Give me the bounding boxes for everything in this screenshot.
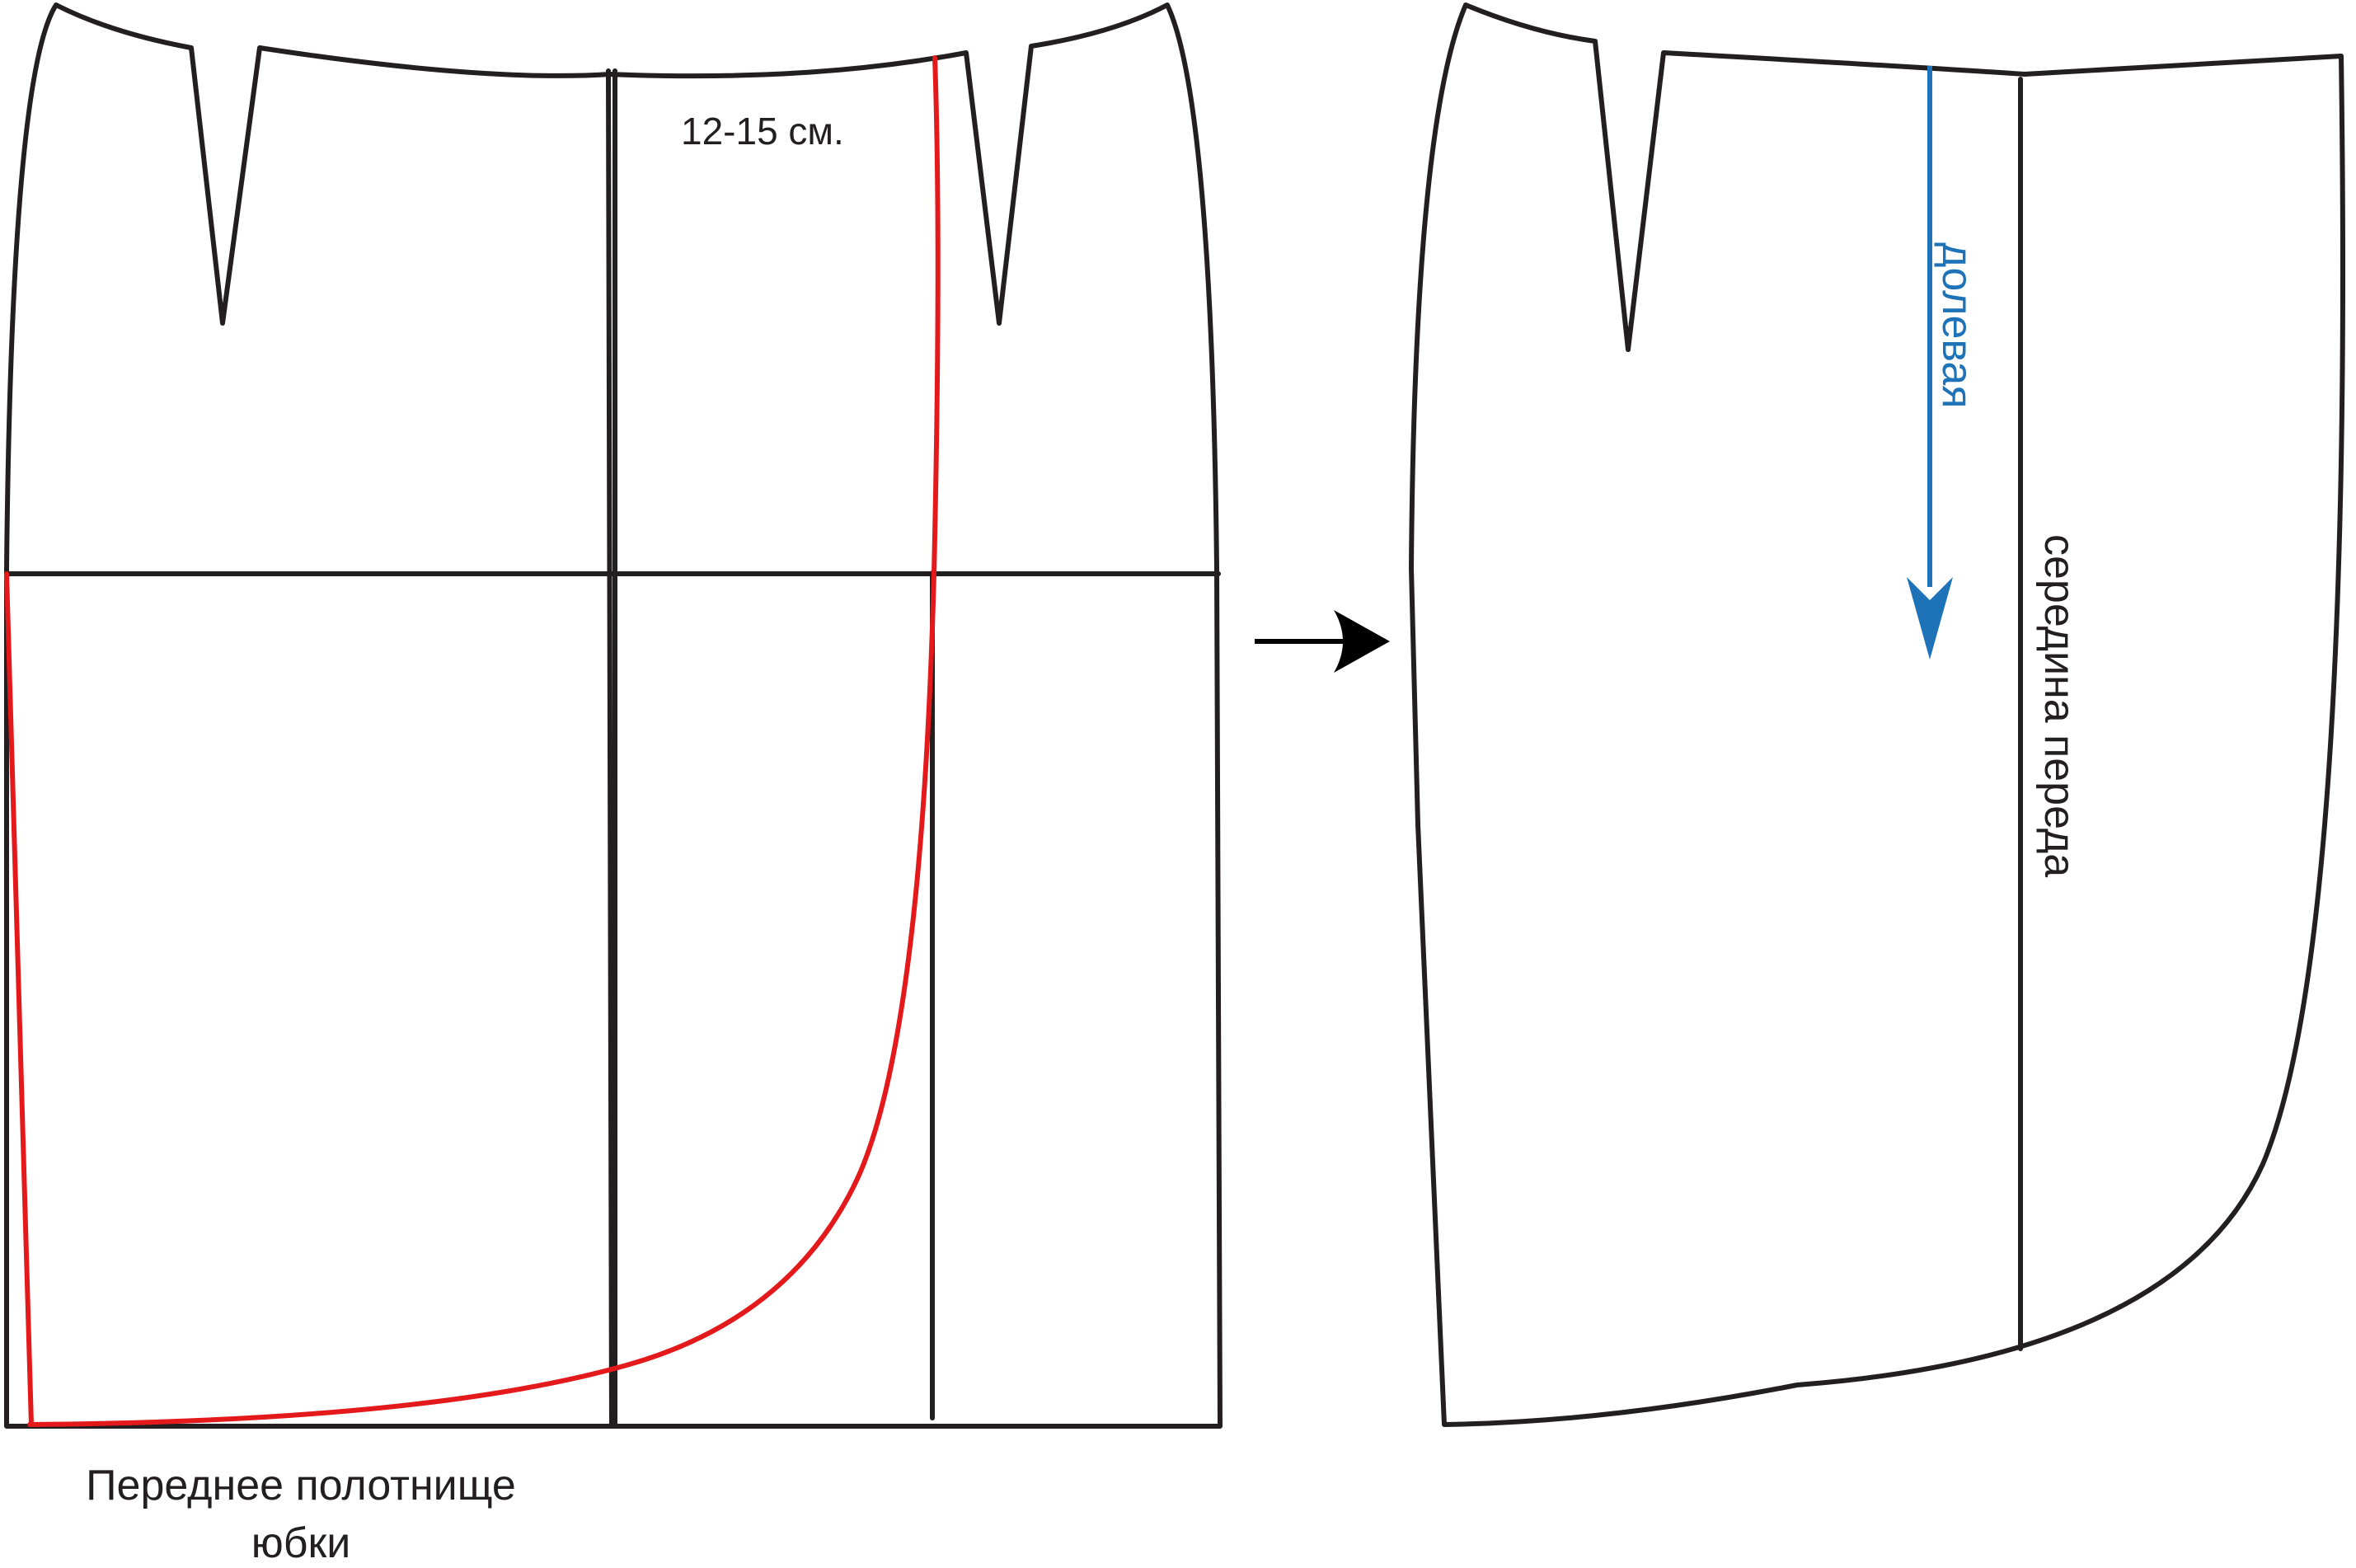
side-seam-cut: [4, 571, 34, 1427]
caption-line-2: юбки: [251, 1519, 351, 1567]
transition-arrow: [1255, 610, 1390, 673]
front-panel-outline: [4, 2, 1223, 1429]
wrap-cut-line: [4, 55, 941, 1427]
front-panel-base-pattern: [4, 2, 1223, 1429]
grainline-label: долевая: [1933, 242, 1981, 409]
center-line-a: [606, 68, 614, 1429]
grainline-arrowhead: [1907, 577, 1953, 660]
wrap-piece-pattern: [1409, 2, 2346, 1427]
caption-line-1: Переднее полотнище: [86, 1462, 516, 1509]
grainline-arrow: [1907, 66, 1953, 660]
wrap-cut-curve: [27, 55, 941, 1427]
wrap-piece-outline: [1409, 2, 2346, 1427]
measure-label: 12-15 см.: [681, 110, 844, 153]
center-front-label: середина переда: [2035, 534, 2083, 878]
